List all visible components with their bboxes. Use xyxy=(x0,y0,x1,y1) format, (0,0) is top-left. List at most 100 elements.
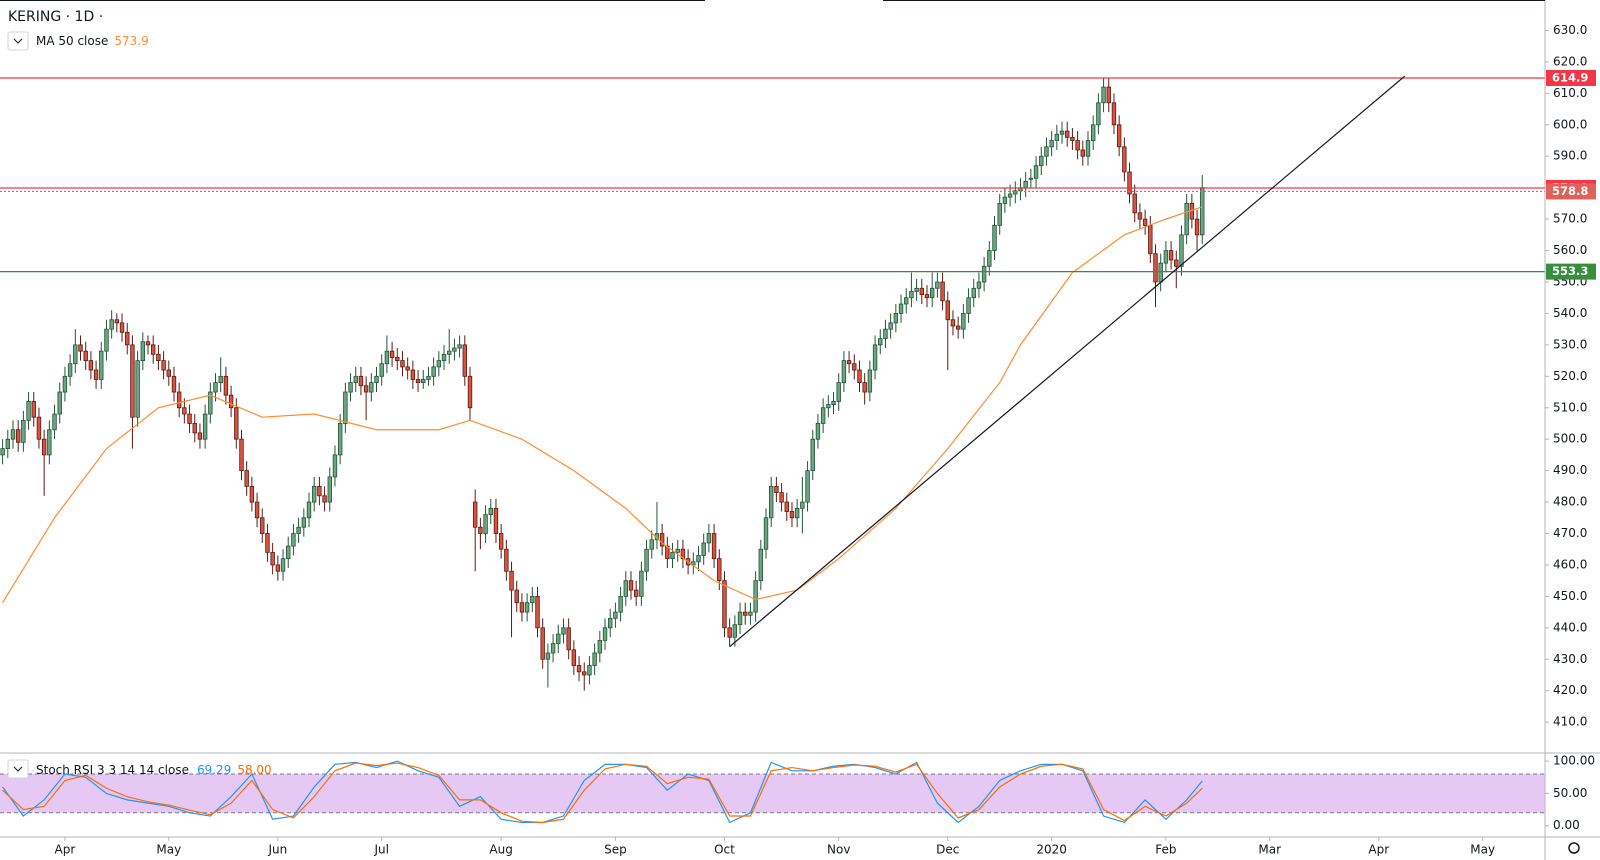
x-tick-label: Oct xyxy=(714,843,735,857)
candle-body xyxy=(1002,196,1008,204)
candle-body xyxy=(774,485,779,494)
candle-body xyxy=(1085,140,1091,157)
candle-body xyxy=(223,375,229,396)
candle-body xyxy=(597,639,603,654)
candle-body xyxy=(1033,165,1039,179)
candle-body xyxy=(348,382,353,393)
candle-body xyxy=(924,294,930,299)
candle-body xyxy=(374,375,379,384)
candle-body xyxy=(441,353,447,361)
x-tick-label: Feb xyxy=(1155,843,1176,857)
candle-body xyxy=(249,485,255,503)
y-tick-label: 100.00 xyxy=(1553,754,1595,768)
candle-body xyxy=(369,382,374,393)
candle-body xyxy=(1163,250,1169,264)
y-tick-label: 0.00 xyxy=(1553,818,1580,832)
candle-body xyxy=(130,344,135,418)
candle-body xyxy=(805,470,810,503)
candle-body xyxy=(540,627,545,660)
candle-body xyxy=(1106,86,1111,104)
y-tick-label: 420.0 xyxy=(1553,683,1587,697)
candle-body xyxy=(311,485,317,503)
candle-body xyxy=(576,665,582,673)
candle-body xyxy=(358,375,364,387)
candle-body xyxy=(161,360,166,371)
candle-body xyxy=(363,385,369,393)
candle-body xyxy=(1142,218,1148,226)
candle-body xyxy=(197,432,203,440)
candle-body xyxy=(254,501,260,519)
candle-body xyxy=(410,369,416,380)
candle-body xyxy=(556,633,561,644)
candle-body xyxy=(239,438,244,472)
candle-body xyxy=(431,366,436,377)
candle-body xyxy=(1111,102,1117,126)
candle-body xyxy=(78,344,83,352)
candle-body xyxy=(327,476,332,503)
candle-body xyxy=(929,287,935,299)
candle-body xyxy=(192,423,197,434)
candle-body xyxy=(519,602,525,613)
rsi-legend: Stoch RSI 3 3 14 14 close 69.29 58.00 xyxy=(36,763,272,777)
rsi-legend-title: Stoch RSI 3 3 14 14 close xyxy=(36,763,189,777)
price-tag xyxy=(1546,263,1596,280)
candle-body xyxy=(888,322,893,330)
ma-line xyxy=(2,206,1203,603)
candle-body xyxy=(1096,102,1101,126)
candle-body xyxy=(1054,133,1060,141)
candle-body xyxy=(919,287,925,295)
candle-body xyxy=(478,526,483,534)
candle-body xyxy=(99,350,104,380)
candle-body xyxy=(623,580,628,597)
candle-body xyxy=(286,545,291,560)
legend-toggle[interactable] xyxy=(7,31,29,51)
candle-body xyxy=(332,454,338,478)
candle-body xyxy=(426,375,431,380)
candle-body xyxy=(992,225,997,251)
candle-body xyxy=(1127,171,1132,195)
candle-body xyxy=(296,526,301,534)
price-tag xyxy=(1546,69,1596,86)
candle-body xyxy=(909,291,914,299)
candle-body xyxy=(467,375,473,409)
candle-body xyxy=(976,281,982,289)
y-tick-label: 450.0 xyxy=(1553,589,1587,603)
x-tick-label: Sep xyxy=(604,843,627,857)
candle-body xyxy=(202,413,208,440)
candle-body xyxy=(737,611,743,626)
chevron-icon xyxy=(13,38,23,44)
chevron-icon xyxy=(13,766,23,772)
candle-body xyxy=(322,495,327,503)
x-tick-label: May xyxy=(156,843,181,857)
candle-body xyxy=(472,501,478,528)
x-tick-label: Mar xyxy=(1258,843,1281,857)
y-tick-label: 570.0 xyxy=(1553,212,1587,226)
candle-body xyxy=(815,423,821,440)
candle-body xyxy=(810,438,815,472)
candle-body xyxy=(732,624,738,638)
candle-body xyxy=(483,514,488,534)
y-tick-label: 520.0 xyxy=(1553,369,1587,383)
candle-body xyxy=(379,363,384,377)
candle-body xyxy=(763,517,769,550)
y-tick-label: 560.0 xyxy=(1553,243,1587,257)
candle-body xyxy=(789,511,795,519)
candle-body xyxy=(1148,225,1153,255)
candle-body xyxy=(182,407,187,415)
candle-body xyxy=(244,470,249,487)
y-tick-label: 490.0 xyxy=(1553,463,1587,477)
candle-body xyxy=(758,548,764,582)
chart-title: KERING · 1D · xyxy=(8,9,103,25)
candle-body xyxy=(156,353,161,361)
candle-body xyxy=(421,379,426,384)
candle-body xyxy=(452,347,457,352)
candle-body xyxy=(1044,146,1049,157)
x-tick-label: Jun xyxy=(267,843,287,857)
legend-toggle[interactable] xyxy=(7,759,29,779)
ma-legend-name: MA 50 close xyxy=(36,34,108,48)
candle-body xyxy=(878,338,883,346)
y-tick-label: 510.0 xyxy=(1553,400,1587,414)
rsi-legend-k: 69.29 xyxy=(197,763,231,777)
candle-body xyxy=(140,341,146,361)
settings-icon[interactable] xyxy=(1568,842,1580,854)
